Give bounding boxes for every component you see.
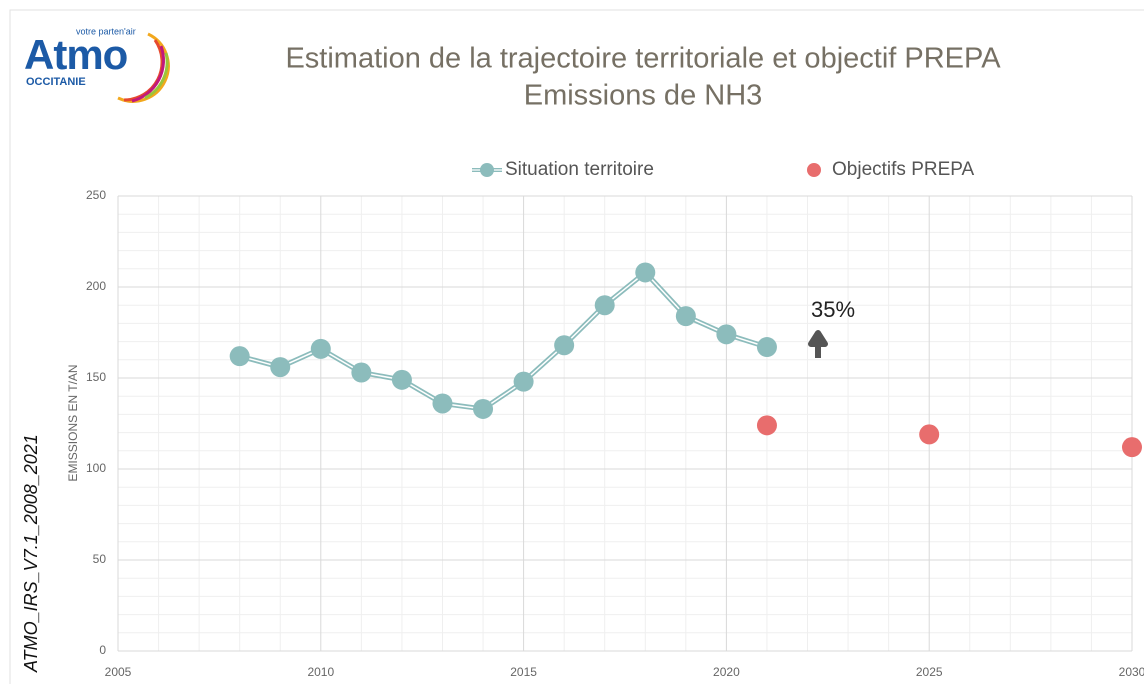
legend-label: Situation territoire [505,159,654,180]
y-tick-label: 50 [93,552,107,566]
x-tick-label: 2010 [307,665,334,679]
y-axis-label: EMISSIONS EN T/AN [66,364,80,481]
y-tick-label: 0 [99,643,106,657]
logo-arc [131,45,165,103]
annotation: 35% [811,297,855,322]
data-point [756,415,777,436]
data-point [594,295,615,316]
logo-arc [144,52,169,100]
x-tick-label: 2025 [916,665,943,679]
plot [229,262,1142,458]
annotation-arrow [808,330,828,358]
data-point [635,262,656,283]
data-point [513,371,534,392]
data-point [229,346,250,367]
y-tick-label: 250 [86,188,106,202]
y-tick-label: 150 [86,370,106,384]
data-point [432,393,453,414]
x-tick-label: 2020 [713,665,740,679]
x-tick-label: 2030 [1119,665,1144,679]
y-tick-label: 200 [86,279,106,293]
data-point [391,369,412,390]
data-point [351,362,372,383]
logo-region: OCCITANIE [26,76,86,88]
grid [117,195,1133,652]
side-label: ATMO_IRS_V7.1_2008_2021 [21,434,41,673]
legend-label: Objectifs PREPA [832,159,975,180]
legend-marker [480,163,494,177]
data-point [310,338,331,359]
data-point [919,424,940,445]
data-point [473,398,494,419]
logo-brand: Atmo [24,31,128,78]
chart-subtitle: Emissions de NH3 [524,80,763,112]
logo: Atmo votre parten'air OCCITANIE [24,26,170,103]
chart-title: Estimation de la trajectoire territorial… [285,43,1001,75]
data-point [1122,437,1142,458]
y-tick-label: 100 [86,461,106,475]
x-tick-label: 2005 [105,665,132,679]
data-point [270,357,291,378]
data-point [756,337,777,358]
logo-tagline: votre parten'air [76,26,136,36]
data-point [675,306,696,327]
data-point [716,324,737,345]
x-tick-label: 2015 [510,665,537,679]
legend-marker [807,163,821,177]
data-point [554,335,575,356]
